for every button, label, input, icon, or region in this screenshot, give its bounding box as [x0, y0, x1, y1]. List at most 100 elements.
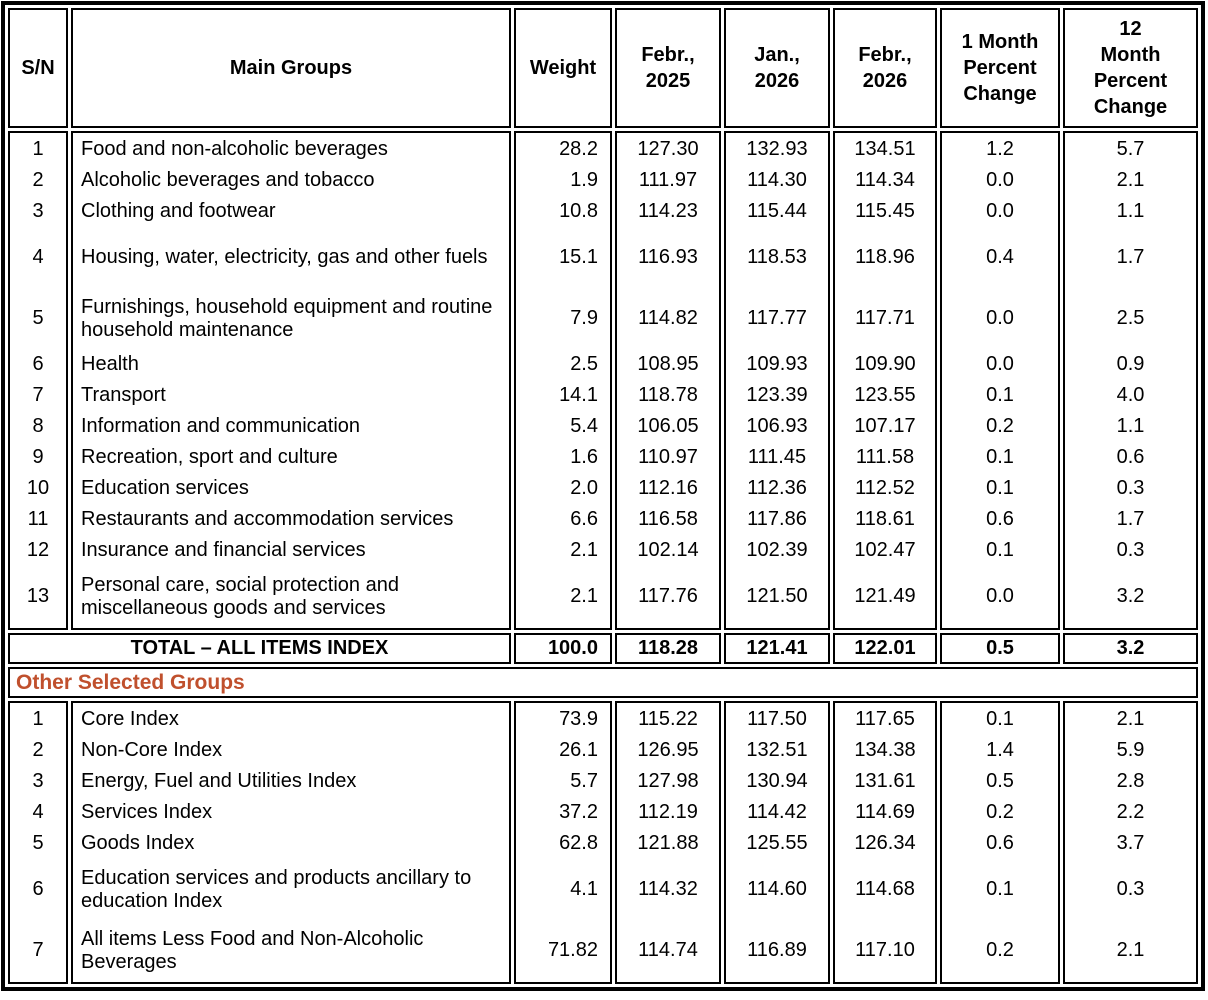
row-value-twelve-month-pct: 0.3	[1116, 539, 1145, 562]
row-value-sn: 2	[32, 739, 44, 762]
row-value-feb-2025: 117.76	[638, 585, 698, 608]
row-value-sn: 12	[26, 539, 50, 562]
row-value-one-month-pct: 0.1	[986, 878, 1014, 901]
row-value-feb-2026: 115.45	[855, 200, 915, 223]
header-cell-feb-2026: Febr., 2026	[833, 8, 937, 128]
row-value-weight: 28.2	[559, 138, 598, 161]
total-row-label: TOTAL – ALL ITEMS INDEX	[8, 633, 511, 664]
row-value-twelve-month-pct: 5.9	[1116, 739, 1145, 762]
total-row-feb-2025: 118.28	[615, 633, 721, 664]
row-value-jan-2026: 106.93	[746, 415, 808, 438]
column-feb-2025: 115.22 126.95 127.98 112.19 121.88 114.32 114.…	[615, 701, 721, 984]
row-label: Recreation, sport and culture	[81, 446, 338, 469]
row-value-sn: 2	[32, 169, 44, 192]
row-value-one-month-pct: 0.1	[986, 446, 1014, 469]
row-label: Information and communication	[81, 415, 361, 438]
row-value-feb-2026: 107.17	[854, 415, 916, 438]
row-value-sn: 4	[32, 801, 44, 824]
row-value-weight: 7.9	[570, 307, 598, 330]
row-value-weight: 14.1	[559, 384, 598, 407]
row-value-weight: 1.6	[570, 446, 598, 469]
row-value-feb-2025: 114.32	[638, 878, 698, 901]
row-value-twelve-month-pct: 5.7	[1116, 138, 1145, 161]
row-value-weight: 5.7	[570, 770, 598, 793]
row-value-feb-2026: 112.52	[855, 477, 915, 500]
row-value-weight: 1.9	[570, 169, 598, 192]
row-value-twelve-month-pct: 1.1	[1116, 415, 1145, 438]
row-value-weight: 73.9	[559, 708, 598, 731]
row-value-weight: 26.1	[559, 739, 598, 762]
row-value-jan-2026: 102.39	[746, 539, 808, 562]
row-value-feb-2026: 102.47	[854, 539, 916, 562]
column-twelve-month-pct: 5.7 2.1 1.1 1.7 2.5 0.9 4.0 1.1 0.6 0.3 1.7 0.3 3.2	[1063, 131, 1198, 630]
row-value-sn: 1	[32, 708, 44, 731]
row-label: Alcoholic beverages and tobacco	[81, 169, 375, 192]
row-value-feb-2025: 121.88	[637, 832, 699, 855]
row-value-jan-2026: 132.51	[746, 739, 808, 762]
column-weight: 73.9 26.1 5.7 37.2 62.8 4.1 71.82	[514, 701, 612, 984]
row-value-jan-2026: 125.55	[746, 832, 808, 855]
row-value-one-month-pct: 0.1	[986, 384, 1014, 407]
row-value-feb-2025: 110.97	[638, 446, 698, 469]
row-value-jan-2026: 117.50	[747, 708, 807, 731]
row-value-feb-2026: 134.51	[854, 138, 916, 161]
row-label: Personal care, social protection and mis…	[81, 574, 399, 619]
row-value-twelve-month-pct: 4.0	[1116, 384, 1145, 407]
row-value-twelve-month-pct: 0.3	[1116, 477, 1145, 500]
row-value-jan-2026: 123.39	[746, 384, 808, 407]
row-value-feb-2025: 115.22	[638, 708, 698, 731]
row-value-sn: 5	[32, 832, 44, 855]
row-value-weight: 2.5	[570, 353, 598, 376]
row-value-feb-2026: 117.71	[855, 307, 915, 330]
row-value-jan-2026: 117.77	[747, 307, 807, 330]
row-value-sn: 10	[26, 477, 50, 500]
row-value-one-month-pct: 0.0	[986, 307, 1014, 330]
row-value-sn: 11	[27, 508, 49, 531]
row-value-one-month-pct: 1.2	[986, 138, 1014, 161]
header-cell-feb-2025: Febr., 2025	[615, 8, 721, 128]
row-label: Insurance and financial services	[81, 539, 366, 562]
row-value-weight: 6.6	[570, 508, 598, 531]
row-value-weight: 10.8	[559, 200, 598, 223]
total-row-jan-2026: 121.41	[724, 633, 830, 664]
row-value-one-month-pct: 0.2	[986, 801, 1014, 824]
row-value-feb-2026: 117.10	[855, 939, 915, 962]
header-cell-weight: Weight	[514, 8, 612, 128]
header-cell-jan-2026: Jan., 2026	[724, 8, 830, 128]
row-value-twelve-month-pct: 0.3	[1116, 878, 1145, 901]
column-jan-2026: 117.50 132.51 130.94 114.42 125.55 114.60 116.…	[724, 701, 830, 984]
row-value-feb-2026: 123.55	[854, 384, 916, 407]
row-value-feb-2026: 109.90	[854, 353, 916, 376]
row-value-feb-2025: 106.05	[637, 415, 699, 438]
row-value-weight: 71.82	[547, 939, 598, 962]
row-value-sn: 1	[32, 138, 44, 161]
row-value-feb-2025: 127.98	[637, 770, 699, 793]
row-value-feb-2025: 111.97	[638, 169, 698, 192]
row-value-twelve-month-pct: 0.6	[1116, 446, 1145, 469]
row-value-one-month-pct: 0.5	[986, 770, 1014, 793]
row-value-sn: 6	[32, 353, 44, 376]
row-value-one-month-pct: 1.4	[986, 739, 1014, 762]
row-value-jan-2026: 114.42	[747, 801, 807, 824]
row-value-jan-2026: 130.94	[746, 770, 808, 793]
row-label: Health	[81, 353, 139, 376]
row-label: Housing, water, electricity, gas and oth…	[81, 246, 488, 269]
row-value-feb-2026: 126.34	[854, 832, 916, 855]
row-value-feb-2026: 121.49	[854, 585, 916, 608]
total-row-1-month-change: 0.5	[940, 633, 1060, 664]
column-name: Core Index Non-Core Index Energy, Fuel and…	[71, 701, 511, 984]
row-value-jan-2026: 121.50	[746, 585, 808, 608]
row-label: Non-Core Index	[81, 739, 223, 762]
row-value-feb-2026: 134.38	[854, 739, 916, 762]
row-value-twelve-month-pct: 1.7	[1116, 508, 1145, 531]
row-value-one-month-pct: 0.0	[986, 200, 1014, 223]
row-value-twelve-month-pct: 3.7	[1116, 832, 1145, 855]
row-value-feb-2025: 112.16	[638, 477, 698, 500]
row-value-weight: 2.1	[570, 585, 598, 608]
row-value-sn: 13	[26, 585, 50, 608]
row-label: Education services	[81, 477, 249, 500]
row-value-feb-2025: 127.30	[637, 138, 699, 161]
row-value-feb-2026: 114.34	[855, 169, 915, 192]
row-value-weight: 5.4	[570, 415, 598, 438]
